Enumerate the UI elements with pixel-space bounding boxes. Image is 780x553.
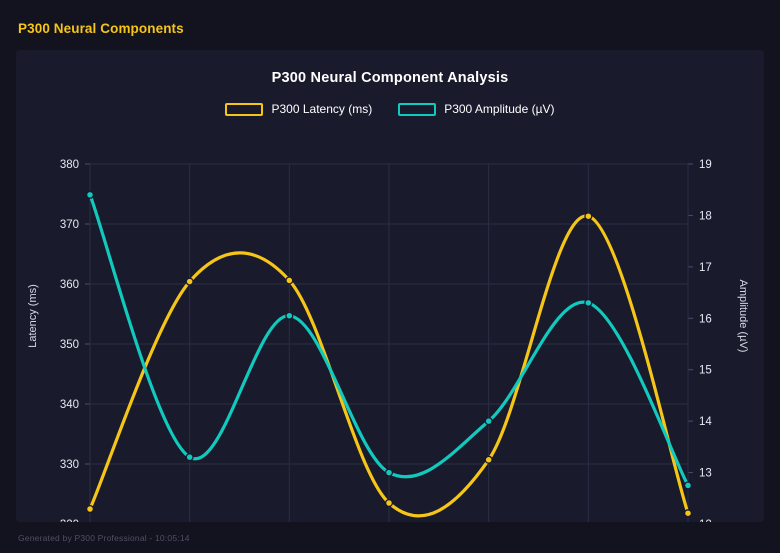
page-title: P300 Neural Components xyxy=(18,20,184,36)
legend-item-amplitude[interactable]: P300 Amplitude (µV) xyxy=(398,102,555,116)
left-axis-tick-label: 320 xyxy=(60,519,79,522)
data-point-marker xyxy=(85,190,95,199)
right-axis-tick-label: 15 xyxy=(699,365,712,377)
chart-canvas: 3203303403503603703801213141516171819Q1Q… xyxy=(60,159,712,522)
footer-status-text: Generated by P300 Professional - 10:05:1… xyxy=(18,533,190,543)
data-point-marker xyxy=(384,468,394,477)
right-axis-tick-label: 19 xyxy=(699,159,712,171)
plot-area: Latency (ms) Amplitude (µV) 320 330 340 350… xyxy=(16,50,764,522)
legend-swatch-latency xyxy=(225,102,264,116)
data-point-marker xyxy=(683,509,693,518)
left-axis-tick-label: 380 xyxy=(60,159,79,171)
data-point-marker xyxy=(185,453,194,462)
right-axis-tick-label: 16 xyxy=(699,313,712,325)
data-point-marker xyxy=(484,417,493,426)
data-point-marker xyxy=(384,498,394,508)
right-axis-title: Amplitude (µV) xyxy=(737,279,749,353)
data-point-marker xyxy=(584,212,593,221)
data-point-marker xyxy=(185,277,194,286)
left-axis-tick-label: 330 xyxy=(60,459,79,471)
data-point-marker xyxy=(85,504,95,514)
legend-label-amplitude: P300 Amplitude (µV) xyxy=(444,102,555,116)
left-axis-tick-label: 340 xyxy=(60,399,79,411)
chart-title: P300 Neural Component Analysis xyxy=(271,70,509,86)
left-axis-title: Latency (ms) xyxy=(27,284,39,348)
data-point-marker xyxy=(285,276,294,285)
right-axis-tick-label: 18 xyxy=(699,210,712,222)
data-point-marker xyxy=(285,311,294,320)
legend-swatch-amplitude xyxy=(398,102,437,116)
data-point-marker xyxy=(584,298,593,307)
series-line-latency xyxy=(85,212,693,518)
right-axis-tick-label: 12 xyxy=(699,519,712,522)
legend-label-latency: P300 Latency (ms) xyxy=(271,102,373,116)
right-axis-tick-label: 17 xyxy=(699,262,712,274)
right-axis-tick-label: 13 xyxy=(699,468,712,480)
app-footer: Generated by P300 Professional - 10:05:1… xyxy=(0,523,780,553)
series-line-amplitude xyxy=(85,190,693,490)
chart-legend: P300 Latency (ms) P300 Amplitude (µV) xyxy=(16,102,764,116)
data-point-marker xyxy=(484,455,493,464)
right-axis-tick-label: 14 xyxy=(699,416,712,428)
app-header: P300 Neural Components xyxy=(0,0,780,56)
chart-card: P300 Neural Component Analysis P300 Late… xyxy=(16,50,764,522)
left-axis-tick-label: 370 xyxy=(60,219,79,231)
legend-item-latency[interactable]: P300 Latency (ms) xyxy=(225,102,372,116)
left-axis-tick-label: 350 xyxy=(60,339,79,351)
left-axis-tick-label: 360 xyxy=(60,279,79,291)
data-point-marker xyxy=(683,481,693,490)
